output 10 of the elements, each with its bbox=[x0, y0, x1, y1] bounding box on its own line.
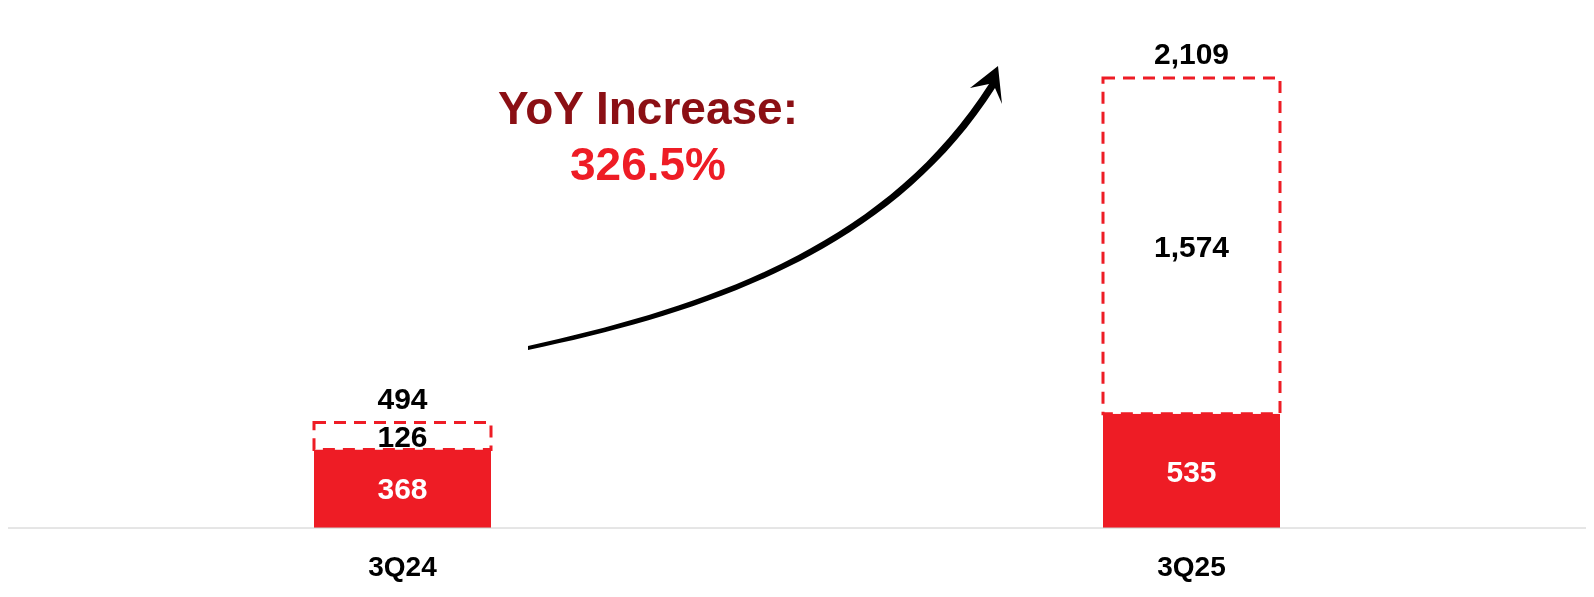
data-label: 535 bbox=[1166, 454, 1217, 488]
data-label: 1,574 bbox=[1153, 229, 1230, 263]
total-label: 2,109 bbox=[1153, 37, 1230, 70]
x-tick-label: 3Q25 bbox=[1157, 550, 1226, 582]
data-label: 126 bbox=[377, 419, 428, 453]
annotation: 326.5% bbox=[569, 137, 727, 192]
total-label: 494 bbox=[377, 381, 428, 415]
data-label: 368 bbox=[377, 472, 428, 506]
x-tick-label: 3Q24 bbox=[368, 550, 438, 582]
annotation: YoY Increase: bbox=[497, 81, 799, 136]
